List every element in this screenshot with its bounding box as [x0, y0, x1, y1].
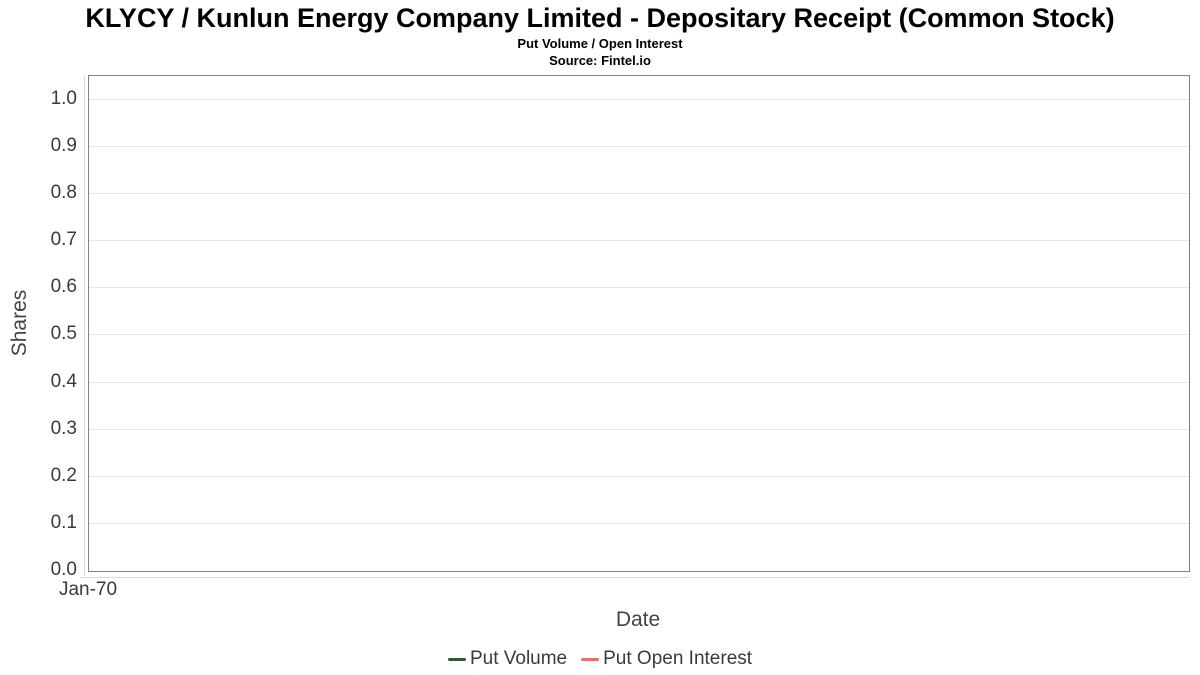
y-tick-label: 0.8: [50, 182, 77, 203]
y-tick-label: 1.0: [50, 88, 77, 109]
legend-line-icon: [447, 657, 466, 661]
y-tick-label: 0.7: [50, 229, 77, 250]
gridline: [89, 193, 1189, 194]
x-axis-title: Date: [615, 608, 661, 631]
y-tick-label: 0.9: [50, 135, 77, 156]
y-tick-label: 0.0: [50, 559, 77, 580]
gridline: [89, 334, 1189, 335]
y-axis-line: [84, 75, 85, 576]
y-tick-label: 0.5: [50, 323, 77, 344]
y-tick-label: 0.3: [50, 418, 77, 439]
chart-title: KLYCY / Kunlun Energy Company Limited - …: [85, 3, 1115, 33]
gridline: [89, 287, 1189, 288]
gridline: [89, 429, 1189, 430]
chart-subtitle: Put Volume / Open Interest: [517, 36, 683, 51]
chart-source-label: Source: Fintel.io: [549, 53, 651, 68]
y-axis-title: Shares: [8, 289, 31, 357]
legend-label: Put Open Interest: [603, 648, 753, 669]
legend-item-put-open-interest[interactable]: Put Open Interest: [581, 645, 752, 673]
gridline: [89, 99, 1189, 100]
legend-label: Put Volume: [469, 648, 568, 669]
plot-area: [88, 75, 1190, 572]
legend-item-put-volume[interactable]: Put Volume: [447, 645, 568, 673]
y-tick-label: 0.2: [50, 465, 77, 486]
gridline: [89, 476, 1189, 477]
x-axis-line: [81, 577, 1190, 578]
y-tick-label: 0.1: [50, 512, 77, 533]
gridline: [89, 240, 1189, 241]
x-tick-label: Jan-70: [58, 579, 118, 600]
legend-line-icon: [581, 657, 600, 661]
gridline: [89, 146, 1189, 147]
y-tick-label: 0.4: [50, 371, 77, 392]
gridline: [89, 523, 1189, 524]
gridline: [89, 382, 1189, 383]
y-tick-label: 0.6: [50, 276, 77, 297]
legend: Put Volume Put Open Interest: [0, 644, 1200, 674]
